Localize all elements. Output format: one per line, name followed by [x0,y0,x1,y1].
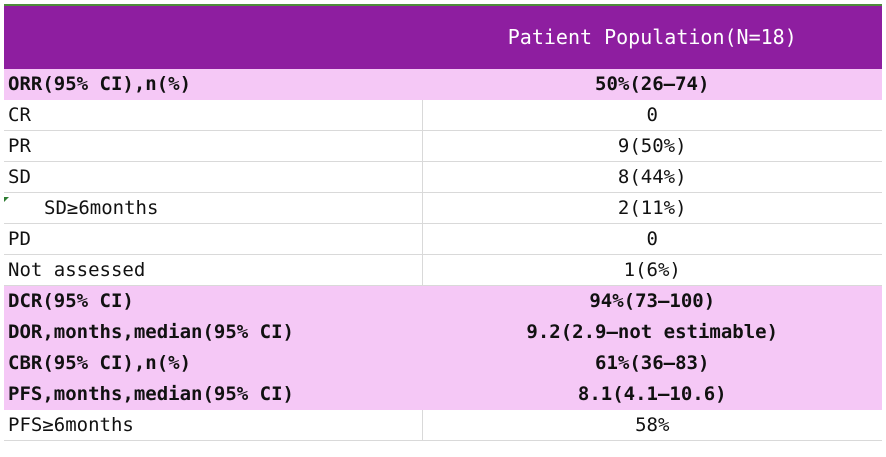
row-label: PD [4,223,422,255]
row-value: 9.2(2.9–not estimable) [421,316,882,348]
row-value: 0 [421,223,882,255]
header-label-cell [4,6,422,69]
header-patient-population: Patient Population(N=18) [421,6,882,69]
row-value: 58% [421,409,882,441]
row-label: SD≥6months [4,192,422,224]
row-label: PFS≥6months [4,409,422,441]
row-value: 8.1(4.1–10.6) [421,378,882,410]
row-value: 94%(73–100) [421,285,882,317]
table-row: DCR(95% CI) 94%(73–100) [4,285,882,317]
table-header-row: Patient Population(N=18) [4,6,882,69]
row-label: PR [4,130,422,162]
table-row: PFS,months,median(95% CI) 8.1(4.1–10.6) [4,378,882,410]
row-value: 0 [421,99,882,131]
table-row: SD 8(44%) [4,161,882,193]
top-border [0,0,886,6]
table-row: CR 0 [4,99,882,131]
row-value: 61%(36–83) [421,347,882,379]
results-table: Patient Population(N=18) ORR(95% CI),n(%… [4,6,882,441]
row-value: 50%(26–74) [421,68,882,100]
table-row: Not assessed 1(6%) [4,254,882,286]
table-row: PR 9(50%) [4,130,882,162]
row-label: ORR(95% CI),n(%) [4,68,422,100]
row-value: 1(6%) [421,254,882,286]
table-row: PD 0 [4,223,882,255]
row-label: DCR(95% CI) [4,285,422,317]
table-row: CBR(95% CI),n(%) 61%(36–83) [4,347,882,379]
row-label: PFS,months,median(95% CI) [4,378,422,410]
row-label: DOR,months,median(95% CI) [4,316,422,348]
row-value: 8(44%) [421,161,882,193]
row-value: 2(11%) [421,192,882,224]
cell-comment-marker [4,197,9,202]
top-border-line [4,4,882,6]
row-label: Not assessed [4,254,422,286]
row-value: 9(50%) [421,130,882,162]
row-label: CBR(95% CI),n(%) [4,347,422,379]
table-row: PFS≥6months 58% [4,409,882,441]
row-label: SD [4,161,422,193]
table-row: SD≥6months 2(11%) [4,192,882,224]
table-row: ORR(95% CI),n(%) 50%(26–74) [4,68,882,100]
table-row: DOR,months,median(95% CI) 9.2(2.9–not es… [4,316,882,348]
row-label: CR [4,99,422,131]
